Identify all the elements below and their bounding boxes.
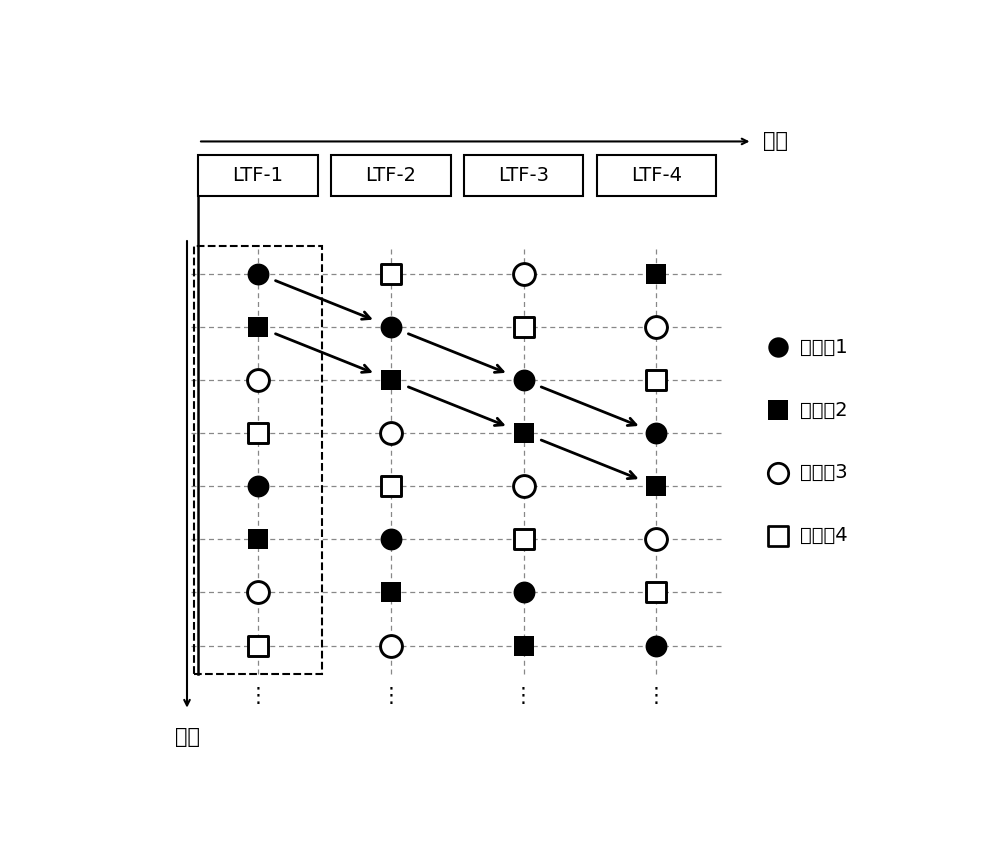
Point (250, 267, 266, 281)
Point (516, 426, 532, 440)
Point (770, 529, 786, 543)
Text: ⋮: ⋮ (513, 686, 534, 706)
Point (516, 532, 532, 546)
Point (383, 638, 399, 652)
Point (250, 532, 266, 546)
Point (516, 267, 532, 281)
Text: 时间: 时间 (763, 131, 788, 151)
Bar (331, 155, 450, 196)
Point (648, 638, 664, 652)
Bar (194, 245, 322, 674)
Point (250, 638, 266, 652)
Point (648, 373, 664, 387)
Point (383, 480, 399, 493)
Point (516, 638, 532, 652)
Point (516, 480, 532, 493)
Point (383, 586, 399, 600)
Point (770, 466, 786, 480)
Text: 空间流2: 空间流2 (800, 401, 848, 420)
Point (648, 267, 664, 281)
Text: 空间流3: 空间流3 (800, 463, 848, 482)
Point (516, 373, 532, 387)
Text: 空间流1: 空间流1 (800, 338, 848, 357)
Point (770, 340, 786, 354)
Point (648, 480, 664, 493)
Point (648, 532, 664, 546)
Point (383, 373, 399, 387)
Point (250, 480, 266, 493)
Point (516, 586, 532, 600)
Text: ⋮: ⋮ (646, 686, 667, 706)
Point (250, 320, 266, 334)
Text: ⋮: ⋮ (380, 686, 401, 706)
Bar (464, 155, 583, 196)
Text: LTF-3: LTF-3 (498, 166, 549, 185)
Text: LTF-1: LTF-1 (232, 166, 283, 185)
Text: 空间流4: 空间流4 (800, 526, 848, 545)
Text: 频率: 频率 (175, 727, 200, 746)
Point (516, 320, 532, 334)
Point (648, 426, 664, 440)
Point (250, 373, 266, 387)
Point (648, 586, 664, 600)
Point (383, 267, 399, 281)
Point (383, 532, 399, 546)
Point (383, 426, 399, 440)
Point (770, 403, 786, 417)
Point (383, 320, 399, 334)
Text: LTF-2: LTF-2 (365, 166, 416, 185)
Bar (198, 155, 318, 196)
Point (250, 426, 266, 440)
Text: ⋮: ⋮ (247, 686, 268, 706)
Text: LTF-4: LTF-4 (631, 166, 682, 185)
Point (250, 586, 266, 600)
Point (648, 320, 664, 334)
Bar (597, 155, 716, 196)
